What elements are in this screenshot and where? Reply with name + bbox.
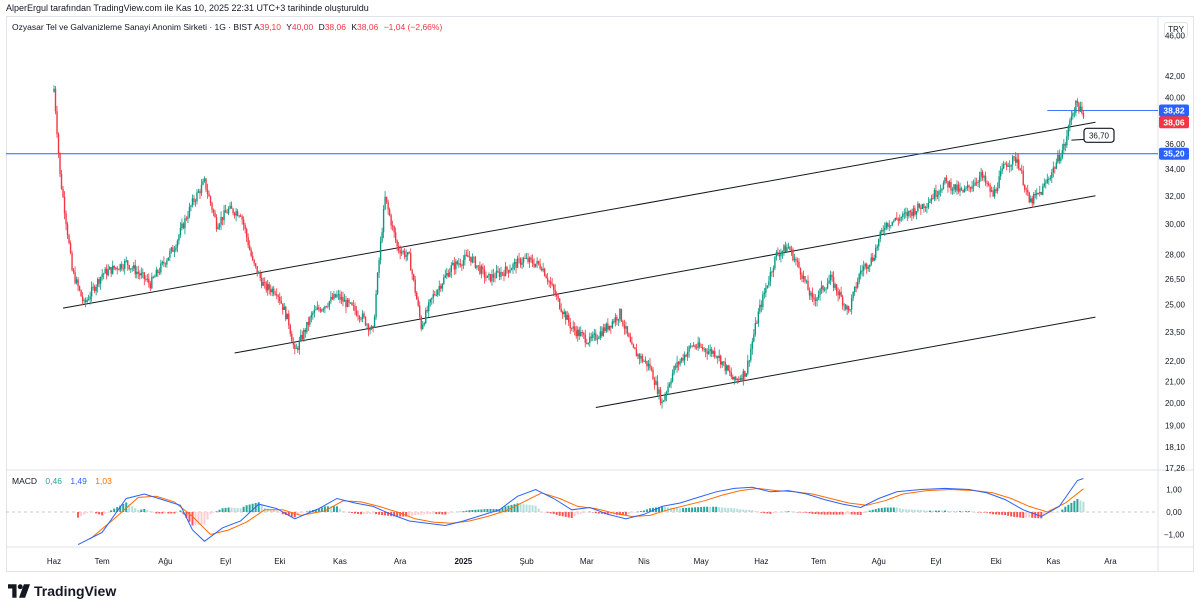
symbol-name: Ozyasar Tel ve Galvanizleme Sanayi Anoni…	[12, 22, 253, 32]
attribution-text: AlperErgul tarafından TradingView.com il…	[6, 3, 369, 13]
change-value: −1,04 (−2,66%)	[383, 22, 443, 32]
macd-legend[interactable]: MACD 0,46 1,49 1,03	[12, 476, 112, 486]
macd-signal-value: 1,03	[95, 476, 112, 486]
close-value: 38,06	[357, 22, 379, 32]
open-label: A	[254, 22, 260, 32]
currency-button[interactable]: TRY	[1164, 22, 1188, 38]
macd-hist-value: 0,46	[45, 476, 62, 486]
symbol-legend[interactable]: Ozyasar Tel ve Galvanizleme Sanayi Anoni…	[12, 22, 445, 32]
brand-name: TradingView	[34, 583, 117, 599]
close-label: K	[351, 22, 358, 32]
high-label: Y	[286, 22, 292, 32]
chart-frame	[6, 16, 1194, 572]
tradingview-logo-icon	[8, 584, 30, 598]
low-label: D	[318, 22, 325, 32]
low-value: 38,06	[324, 22, 346, 32]
macd-name: MACD	[12, 476, 38, 486]
high-value: 40,00	[291, 22, 314, 32]
macd-line-value: 1,49	[70, 476, 87, 486]
tradingview-logo: TradingView	[8, 580, 116, 602]
open-value: 39,10	[259, 22, 282, 32]
